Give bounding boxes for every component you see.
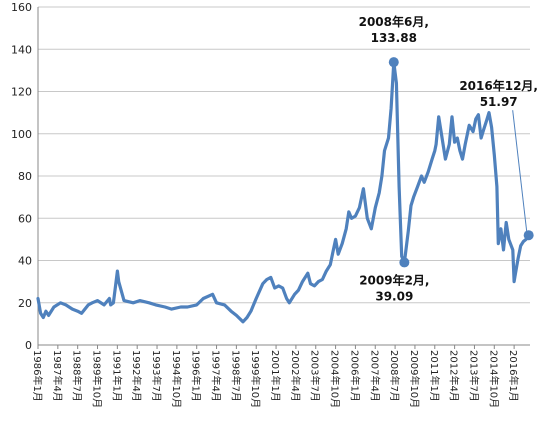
y-tick-label: 60 [18,212,32,225]
annotations: 2008年6月, 133.88 2009年2月, 39.09 2016年12月, 51.9… [359,14,538,303]
x-tick-label: 1988年7月 [71,350,84,402]
y-tick-label: 40 [18,255,32,268]
x-tick-label: 1999年10月 [249,350,262,408]
x-tick-label: 2013年7月 [467,350,480,402]
gridlines [38,6,530,304]
x-tick-label: 2016年1月 [507,350,520,402]
y-tick-label: 140 [11,43,32,56]
x-tick-label: 1989年10月 [91,350,104,408]
x-tick-label: 2009年10月 [408,350,421,408]
x-axis: 1986年1月 1987年4月 1988年7月 1989年10月 1991年1月 1992… [31,344,530,408]
x-tick-label: 2004年10月 [329,350,342,408]
x-tick-label: 2007年4月 [368,350,381,402]
x-tick-label: 2006年1月 [348,350,361,402]
data-points [388,57,534,268]
x-tick-label: 2011年1月 [428,350,441,402]
highlight-point [388,57,399,68]
x-tick-label: 2008年7月 [388,350,401,402]
highlight-point [523,230,534,241]
annotation-leader-line [512,110,528,232]
annotation-value: 39.09 [375,289,413,303]
x-tick-label: 1987年4月 [51,350,64,402]
annotation-date: 2009年2月, [359,272,429,287]
x-tick-label: 1993年7月 [150,350,163,402]
y-tick-label: 20 [18,297,32,310]
x-tick-label: 2001年1月 [269,350,282,402]
highlight-point [399,257,410,268]
price-series-line [36,60,531,324]
x-tick-label: 2014年10月 [487,350,500,408]
x-tick-label: 1994年10月 [170,350,183,408]
annotation-date: 2016年12月, [459,78,538,93]
annotation-value: 51.97 [480,95,518,109]
x-tick-label: 2003年7月 [309,350,322,402]
y-tick-label: 160 [11,1,32,14]
x-tick-label: 1992年4月 [130,350,143,402]
x-tick-label: 1998年7月 [229,350,242,402]
y-tick-label: 0 [25,339,32,352]
annotation-value: 133.88 [371,31,417,45]
annotation-date: 2008年6月, [359,14,429,29]
y-tick-label: 80 [18,170,32,183]
y-axis: 0 20 40 60 80 100 120 140 160 [11,1,39,352]
x-tick-label: 1996年1月 [190,350,203,402]
x-tick-label: 1986年1月 [31,350,44,402]
y-tick-label: 100 [11,128,32,141]
x-tick-label: 1991年1月 [110,350,123,402]
x-tick-label: 1997年4月 [210,350,223,402]
x-tick-label: 2012年4月 [448,350,461,402]
x-tick-label: 2002年4月 [289,350,302,402]
y-tick-label: 120 [11,86,32,99]
